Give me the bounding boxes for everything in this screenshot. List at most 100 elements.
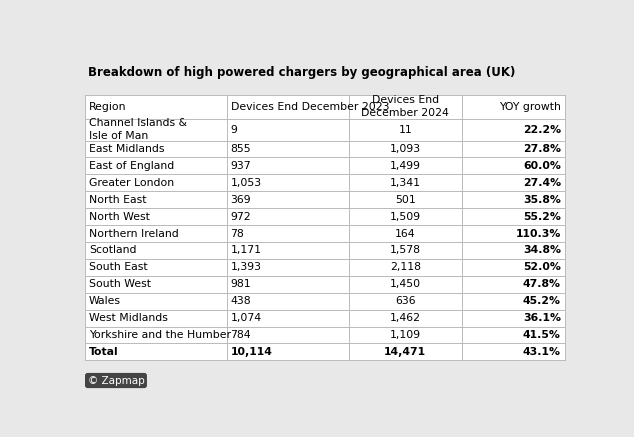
Text: 1,074: 1,074	[231, 313, 262, 323]
Bar	[85, 326, 226, 343]
Text: 501: 501	[395, 195, 416, 205]
Bar	[226, 225, 349, 242]
Bar	[85, 225, 226, 242]
Text: 438: 438	[231, 296, 251, 306]
Text: 60.0%: 60.0%	[523, 161, 561, 171]
Text: Wales: Wales	[89, 296, 121, 306]
Text: 369: 369	[231, 195, 251, 205]
Bar	[85, 94, 226, 119]
Text: 110.3%: 110.3%	[515, 229, 561, 239]
Bar	[462, 208, 565, 225]
Text: 27.8%: 27.8%	[523, 144, 561, 154]
Bar	[226, 119, 349, 141]
Text: 14,471: 14,471	[384, 347, 426, 357]
Text: South West: South West	[89, 279, 151, 289]
Text: 52.0%: 52.0%	[523, 262, 561, 272]
Text: 937: 937	[231, 161, 251, 171]
Bar	[349, 94, 462, 119]
Bar	[462, 326, 565, 343]
Bar	[226, 276, 349, 293]
Bar	[85, 94, 565, 361]
Bar	[349, 276, 462, 293]
Text: 27.4%: 27.4%	[522, 178, 561, 188]
Bar	[85, 343, 226, 361]
Text: 1,509: 1,509	[390, 212, 421, 222]
Text: 1,093: 1,093	[390, 144, 421, 154]
Text: 11: 11	[398, 125, 412, 135]
Text: © Zapmap: © Zapmap	[87, 375, 145, 385]
Text: Devices End December 2023: Devices End December 2023	[231, 102, 389, 111]
Text: 1,462: 1,462	[390, 313, 421, 323]
Bar	[349, 310, 462, 326]
Bar	[85, 242, 226, 259]
Text: 1,341: 1,341	[390, 178, 421, 188]
Bar	[226, 310, 349, 326]
Text: 1,393: 1,393	[231, 262, 262, 272]
Text: North West: North West	[89, 212, 150, 222]
Bar	[85, 191, 226, 208]
Bar	[462, 259, 565, 276]
Bar	[462, 174, 565, 191]
Text: Greater London: Greater London	[89, 178, 174, 188]
Bar	[349, 242, 462, 259]
Text: 45.2%: 45.2%	[523, 296, 561, 306]
Text: Region: Region	[89, 102, 127, 111]
Text: 55.2%: 55.2%	[523, 212, 561, 222]
Text: 1,171: 1,171	[231, 246, 262, 256]
Bar	[349, 157, 462, 174]
Bar	[462, 191, 565, 208]
Bar	[85, 174, 226, 191]
Bar	[226, 208, 349, 225]
Text: 972: 972	[231, 212, 251, 222]
Text: Yorkshire and the Humber: Yorkshire and the Humber	[89, 330, 231, 340]
Text: North East: North East	[89, 195, 146, 205]
Bar	[462, 293, 565, 310]
Text: 981: 981	[231, 279, 251, 289]
Bar	[462, 276, 565, 293]
Text: 9: 9	[231, 125, 237, 135]
Bar	[226, 343, 349, 361]
Text: Northern Ireland: Northern Ireland	[89, 229, 179, 239]
Bar	[85, 119, 226, 141]
Bar	[462, 94, 565, 119]
Text: 784: 784	[231, 330, 251, 340]
Bar	[85, 208, 226, 225]
Bar	[226, 174, 349, 191]
Bar	[226, 141, 349, 157]
Bar	[226, 157, 349, 174]
Text: 35.8%: 35.8%	[523, 195, 561, 205]
Text: East Midlands: East Midlands	[89, 144, 165, 154]
Bar	[462, 310, 565, 326]
Text: 1,450: 1,450	[390, 279, 421, 289]
Bar	[85, 293, 226, 310]
Bar	[85, 157, 226, 174]
Text: 636: 636	[395, 296, 415, 306]
Bar	[349, 225, 462, 242]
Text: West Midlands: West Midlands	[89, 313, 168, 323]
Text: 2,118: 2,118	[390, 262, 421, 272]
Bar	[85, 259, 226, 276]
Bar	[85, 141, 226, 157]
Text: 164: 164	[395, 229, 415, 239]
Bar	[226, 293, 349, 310]
Text: Channel Islands &
Isle of Man: Channel Islands & Isle of Man	[89, 118, 187, 141]
Bar	[226, 242, 349, 259]
Bar	[349, 208, 462, 225]
Bar	[349, 326, 462, 343]
Bar	[226, 94, 349, 119]
Bar	[85, 310, 226, 326]
Text: 1,053: 1,053	[231, 178, 262, 188]
Text: 41.5%: 41.5%	[523, 330, 561, 340]
Bar	[462, 242, 565, 259]
Bar	[349, 119, 462, 141]
Text: Devices End
December 2024: Devices End December 2024	[361, 95, 449, 118]
Text: 855: 855	[231, 144, 251, 154]
Text: Total: Total	[89, 347, 119, 357]
Text: 1,578: 1,578	[390, 246, 421, 256]
Bar	[349, 191, 462, 208]
Text: 36.1%: 36.1%	[523, 313, 561, 323]
Bar	[226, 191, 349, 208]
Bar	[226, 259, 349, 276]
Bar	[462, 225, 565, 242]
Text: 43.1%: 43.1%	[523, 347, 561, 357]
